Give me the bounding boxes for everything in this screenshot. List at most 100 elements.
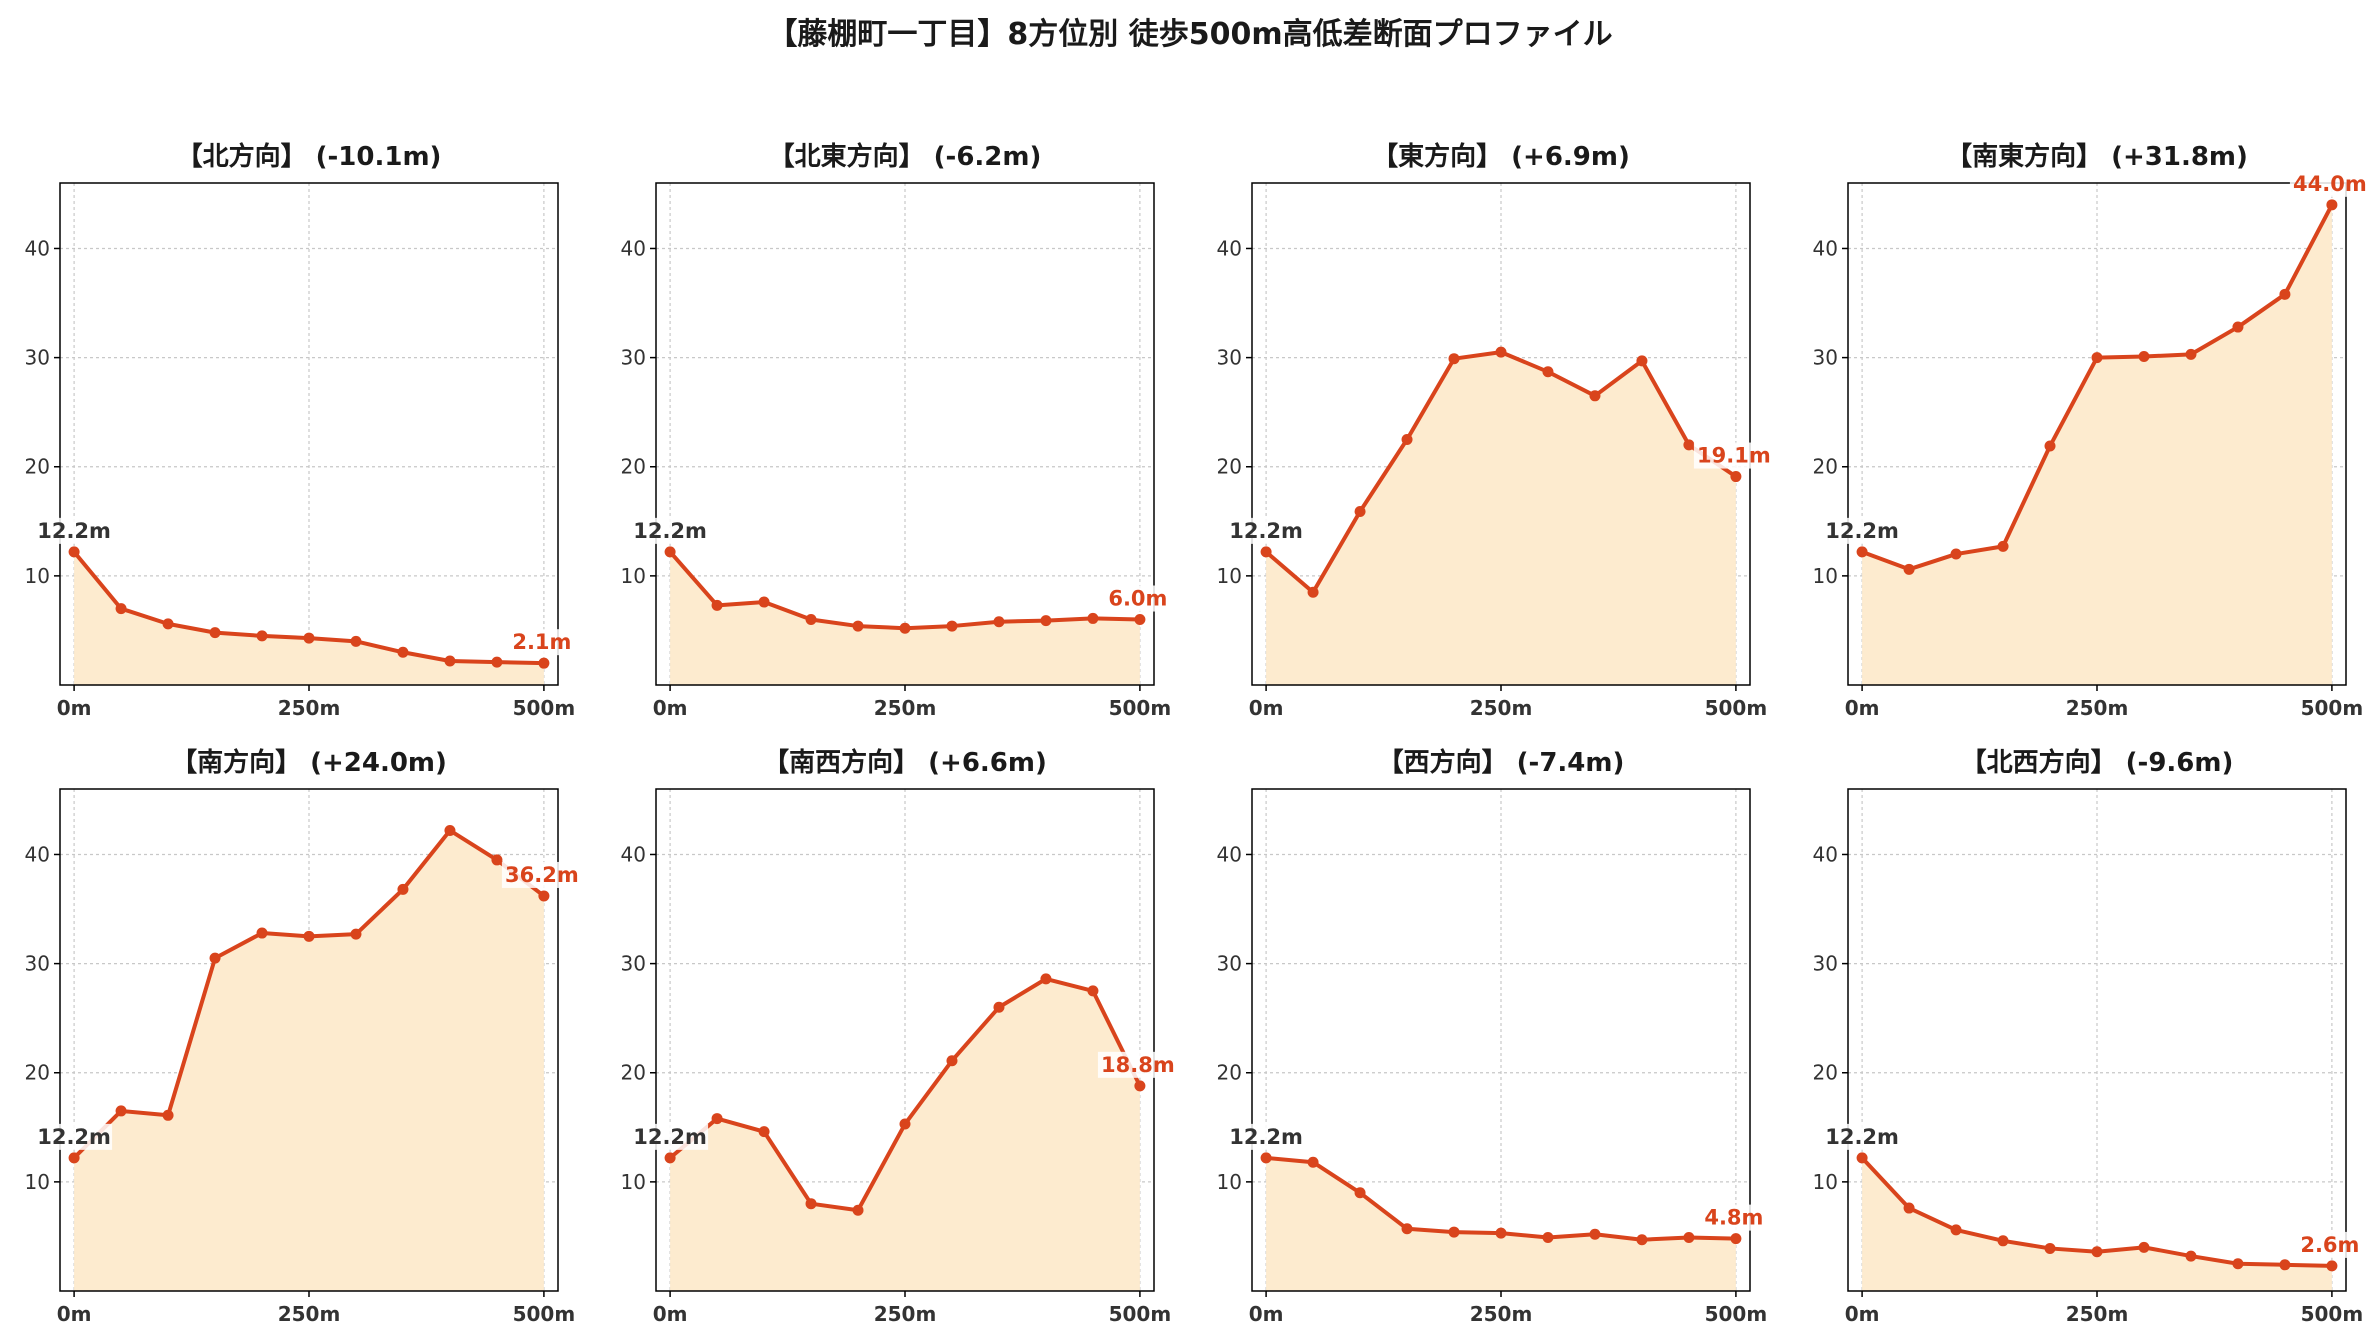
y-tick-label: 10 (621, 1170, 646, 1194)
elevation-point (2232, 321, 2244, 333)
y-tick-label: 20 (621, 455, 646, 479)
elevation-point (758, 596, 770, 608)
elevation-point (397, 646, 409, 658)
x-tick-label: 500m (1109, 1302, 1172, 1326)
y-tick-label: 10 (1813, 564, 1838, 588)
elevation-point (1448, 353, 1460, 365)
elevation-point (711, 1113, 723, 1125)
elevation-point (993, 616, 1005, 628)
y-tick-label: 10 (25, 1170, 50, 1194)
elevation-point (664, 546, 676, 558)
x-tick-label: 500m (2301, 696, 2364, 720)
x-tick-label: 500m (2301, 1302, 2364, 1326)
elevation-point (1354, 1187, 1366, 1199)
elevation-point (1589, 390, 1601, 402)
profile-panel-6: 10 20 30 40 0m 250m 500m 【南西方向】 (+6.6m) 12.2m 18.… (621, 747, 1178, 1326)
elevation-point (1134, 1080, 1146, 1092)
panel-title: 【北方向】 (-10.1m) (177, 141, 442, 172)
end-elevation-label: 18.8m (1101, 1053, 1175, 1077)
elevation-point (1448, 1226, 1460, 1238)
start-elevation-label: 12.2m (37, 519, 111, 543)
panel-title: 【北東方向】 (-6.2m) (769, 141, 1042, 172)
profile-panels: 10 20 30 40 0m 250m 500m 【北方向】 (-10.1m) 12.2m 2.1… (25, 141, 2370, 1326)
figure-title: 【藤棚町一丁目】8方位別 徒歩500m高低差断面プロファイル (767, 17, 1612, 52)
elevation-point (256, 630, 268, 642)
x-tick-label: 250m (1470, 696, 1533, 720)
y-tick-label: 20 (1217, 1061, 1242, 1085)
elevation-point (2091, 352, 2103, 364)
x-tick-label: 500m (1109, 696, 1172, 720)
start-label-bg (632, 517, 709, 544)
elevation-point (2044, 440, 2056, 452)
elevation-point (1903, 563, 1915, 575)
elevation-point (1495, 1227, 1507, 1239)
elevation-point (1683, 439, 1695, 451)
elevation-point (1950, 1224, 1962, 1236)
x-tick-label: 250m (1470, 1302, 1533, 1326)
panel-title: 【東方向】 (+6.9m) (1372, 141, 1630, 172)
x-tick-label: 250m (2066, 696, 2129, 720)
elevation-point (946, 1055, 958, 1067)
end-label-bg (1693, 1204, 1774, 1231)
x-tick-label: 500m (1705, 1302, 1768, 1326)
start-label-bg (1228, 517, 1305, 544)
elevation-point (209, 952, 221, 964)
elevation-point (68, 546, 80, 558)
elevation-point (805, 1198, 817, 1210)
elevation-point (2044, 1242, 2056, 1254)
elevation-point (1401, 1223, 1413, 1235)
elevation-point (2232, 1258, 2244, 1270)
y-tick-label: 40 (1217, 236, 1242, 260)
y-tick-label: 30 (1217, 346, 1242, 370)
elevation-point (1856, 1152, 1868, 1164)
elevation-point (899, 622, 911, 634)
elevation-point (664, 1152, 676, 1164)
elevation-point (1636, 355, 1648, 367)
elevation-point (350, 635, 362, 647)
elevation-point (711, 599, 723, 611)
y-tick-label: 10 (621, 564, 646, 588)
y-tick-label: 40 (1813, 842, 1838, 866)
x-tick-label: 250m (278, 696, 341, 720)
end-label-bg (501, 861, 582, 888)
y-tick-label: 20 (1217, 455, 1242, 479)
panel-title: 【南方向】 (+24.0m) (171, 747, 447, 778)
profile-panel-5: 10 20 30 40 0m 250m 500m 【南方向】 (+24.0m) 12.2m 36.… (25, 747, 582, 1326)
x-tick-label: 0m (653, 696, 688, 720)
y-tick-label: 40 (1217, 842, 1242, 866)
elevation-area (74, 551, 544, 685)
y-tick-label: 40 (621, 236, 646, 260)
elevation-point (444, 824, 456, 836)
elevation-point (2185, 348, 2197, 360)
profile-panel-3: 10 20 30 40 0m 250m 500m 【東方向】 (+6.9m) 12.2m 19.1… (1217, 141, 1774, 720)
y-tick-label: 20 (25, 1061, 50, 1085)
elevation-area (1266, 1157, 1736, 1291)
elevation-point (1354, 505, 1366, 517)
y-tick-label: 20 (1813, 1061, 1838, 1085)
elevation-point (1495, 346, 1507, 358)
profile-panel-1: 10 20 30 40 0m 250m 500m 【北方向】 (-10.1m) 12.2m 2.1… (25, 141, 582, 720)
elevation-point (1307, 1156, 1319, 1168)
end-elevation-label: 36.2m (505, 863, 579, 887)
elevation-point (209, 627, 221, 639)
elevation-point (1636, 1234, 1648, 1246)
elevation-point (350, 928, 362, 940)
start-elevation-label: 12.2m (1229, 519, 1303, 543)
elevation-point (491, 854, 503, 866)
elevation-point (1950, 548, 1962, 560)
y-tick-label: 40 (621, 842, 646, 866)
start-label-bg (1824, 517, 1901, 544)
elevation-point (2138, 351, 2150, 363)
y-tick-label: 10 (1217, 564, 1242, 588)
elevation-point (115, 1105, 127, 1117)
profile-panel-4: 10 20 30 40 0m 250m 500m 【南東方向】 (+31.8m) 12.2m 44… (1813, 141, 2370, 720)
end-elevation-label: 44.0m (2293, 172, 2367, 196)
x-tick-label: 250m (874, 1302, 937, 1326)
end-label-bg (2289, 1231, 2370, 1258)
y-tick-label: 10 (25, 564, 50, 588)
start-elevation-label: 12.2m (1825, 1125, 1899, 1149)
end-label-bg (501, 629, 582, 656)
elevation-area (1266, 352, 1736, 685)
y-tick-label: 20 (1813, 455, 1838, 479)
